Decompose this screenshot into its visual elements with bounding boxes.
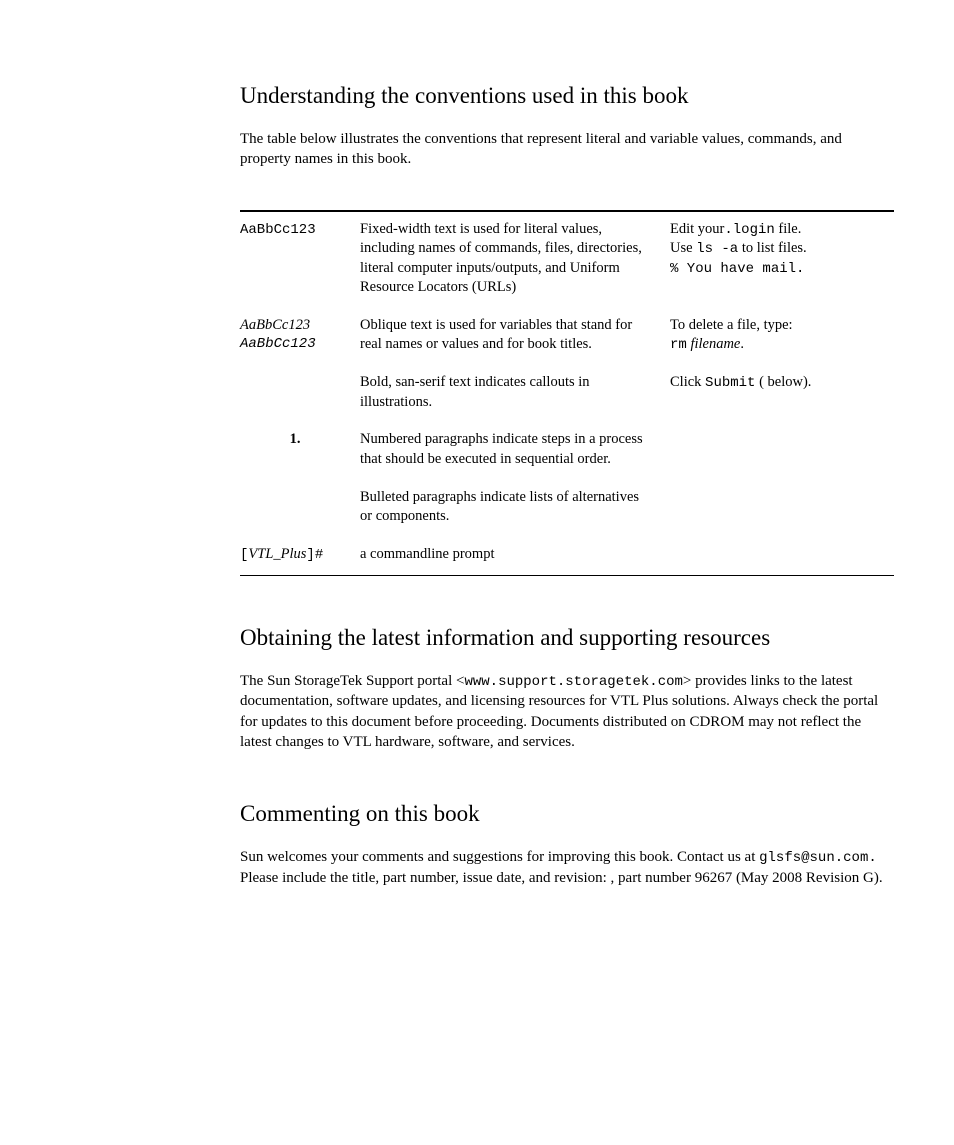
resources-url: www.support.storagetek.com	[464, 674, 682, 690]
convention-sample: [VTL_Plus]#	[240, 537, 360, 575]
table-row: AaBbCc123AaBbCc123Oblique text is used f…	[240, 308, 894, 365]
heading-conventions: Understanding the conventions used in th…	[240, 80, 894, 111]
convention-example: Edit your.login file.Use ls -a to list f…	[670, 211, 894, 308]
table-row: [VTL_Plus]#a commandline prompt	[240, 537, 894, 575]
convention-description: Numbered paragraphs indicate steps in a …	[360, 422, 670, 479]
section-resources: Obtaining the latest information and sup…	[240, 622, 894, 753]
convention-example	[670, 422, 894, 479]
comment-pre: Sun welcomes your comments and suggestio…	[240, 849, 759, 865]
convention-sample: AaBbCc123	[240, 211, 360, 308]
heading-resources: Obtaining the latest information and sup…	[240, 622, 894, 653]
table-row: AaBbCc123Fixed-width text is used for li…	[240, 211, 894, 308]
conventions-table: AaBbCc123Fixed-width text is used for li…	[240, 210, 894, 576]
convention-sample: 1.	[240, 422, 360, 479]
paragraph-resources: The Sun StorageTek Support portal <www.s…	[240, 671, 894, 753]
table-row: 1.Numbered paragraphs indicate steps in …	[240, 422, 894, 479]
convention-sample: AaBbCc123AaBbCc123	[240, 308, 360, 365]
paragraph-commenting: Sun welcomes your comments and suggestio…	[240, 847, 894, 888]
convention-description: Fixed-width text is used for literal val…	[360, 211, 670, 308]
comment-email: glsfs@sun.com.	[759, 850, 877, 866]
heading-commenting: Commenting on this book	[240, 798, 894, 829]
convention-description: a commandline prompt	[360, 537, 670, 575]
convention-description: Oblique text is used for variables that …	[360, 308, 670, 365]
convention-example	[670, 480, 894, 537]
section-conventions: Understanding the conventions used in th…	[240, 80, 894, 576]
section-commenting: Commenting on this book Sun welcomes you…	[240, 798, 894, 888]
convention-description: Bold, san-serif text indicates callouts …	[360, 365, 670, 422]
table-row: Bulleted paragraphs indicate lists of al…	[240, 480, 894, 537]
convention-example: To delete a file, type:rm filename.	[670, 308, 894, 365]
convention-example: Click Submit ( below).	[670, 365, 894, 422]
convention-description: Bulleted paragraphs indicate lists of al…	[360, 480, 670, 537]
intro-conventions: The table below illustrates the conventi…	[240, 129, 894, 170]
convention-sample	[240, 480, 360, 537]
convention-example	[670, 537, 894, 575]
comment-mid: Please include the title, part number, i…	[240, 870, 611, 886]
comment-tail: , part number 96267 (May 2008 Revision G…	[611, 870, 883, 886]
convention-sample	[240, 365, 360, 422]
resources-pre: The Sun StorageTek Support portal <	[240, 673, 464, 689]
table-row: Bold, san-serif text indicates callouts …	[240, 365, 894, 422]
